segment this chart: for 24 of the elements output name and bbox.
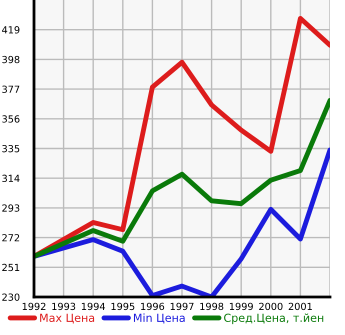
- y-tick-label: 377: [2, 86, 20, 93]
- y-tick-label: 230: [2, 293, 20, 301]
- x-tick-label: 1992: [22, 302, 46, 310]
- legend-label: Max Цена: [40, 314, 94, 324]
- line-series: [34, 98, 330, 259]
- x-tick-label: 1996: [141, 302, 164, 310]
- y-tick-label: 419: [2, 26, 20, 34]
- x-tick-label: 1994: [82, 302, 106, 310]
- x-tick-label: 1995: [111, 302, 134, 310]
- y-tick-label: 314: [2, 174, 20, 182]
- x-tick-label: 1998: [200, 302, 224, 310]
- y-tick-label: 356: [2, 115, 20, 123]
- x-tick-label: 2000: [259, 302, 283, 310]
- y-tick-label: 398: [2, 56, 20, 64]
- x-tick-label: 1993: [52, 302, 76, 310]
- legend-label: Min Цена: [134, 313, 185, 324]
- x-tick-label: 1997: [170, 302, 194, 310]
- y-tick-label: 335: [2, 144, 20, 152]
- y-tick-label: 251: [2, 264, 20, 272]
- x-tick-label: 2001: [288, 302, 312, 310]
- y-tick-label: 293: [2, 204, 20, 212]
- y-tick-label: 272: [2, 234, 20, 242]
- legend-label: Сред.Цена, т.йен: [224, 313, 324, 324]
- x-tick-label: 1999: [230, 302, 253, 310]
